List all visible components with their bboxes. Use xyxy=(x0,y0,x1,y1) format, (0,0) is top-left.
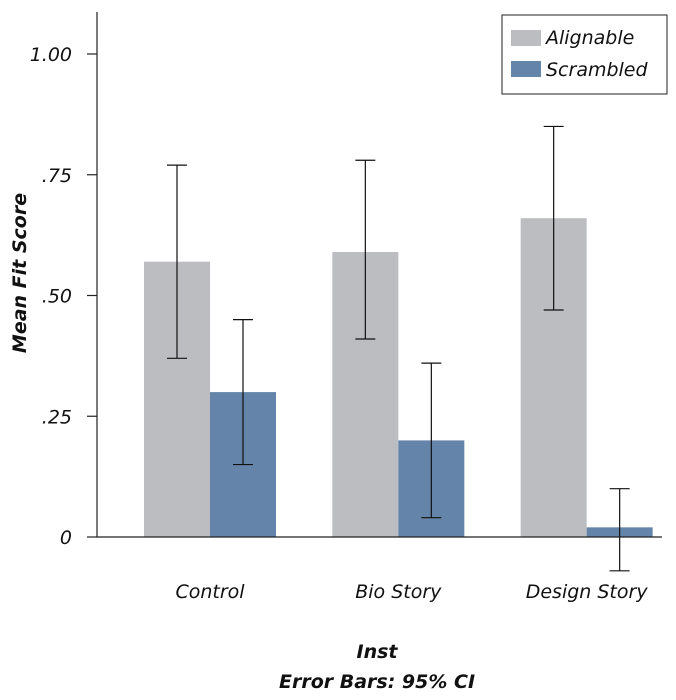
y-tick-label: 1.00 xyxy=(30,44,72,66)
legend-label-scrambled: Scrambled xyxy=(546,59,648,81)
x-tick-label: Design Story xyxy=(526,581,649,603)
y-axis-title: Mean Fit Score xyxy=(9,193,31,353)
error-bars-note: Error Bars: 95% CI xyxy=(279,671,475,693)
y-ticks: 0 .25 .50 .75 1.00 xyxy=(30,44,97,549)
legend-swatch-scrambled xyxy=(511,61,541,77)
y-tick-label: .25 xyxy=(42,406,72,428)
x-tick-label: Control xyxy=(175,581,245,603)
y-tick-label: .50 xyxy=(42,286,72,308)
error-bars-layer xyxy=(167,125,630,572)
x-axis-title: Inst xyxy=(357,641,399,663)
legend-swatch-alignable xyxy=(511,30,541,46)
x-tick-label: Bio Story xyxy=(355,581,442,603)
y-tick-label: .75 xyxy=(42,165,72,187)
bars-layer xyxy=(144,218,653,537)
x-tick-labels: Control Bio Story Design Story xyxy=(175,581,648,603)
legend: Alignable Scrambled xyxy=(501,14,668,95)
y-tick-label: 0 xyxy=(60,527,72,549)
legend-label-alignable: Alignable xyxy=(544,27,634,49)
legend-box xyxy=(501,14,668,95)
